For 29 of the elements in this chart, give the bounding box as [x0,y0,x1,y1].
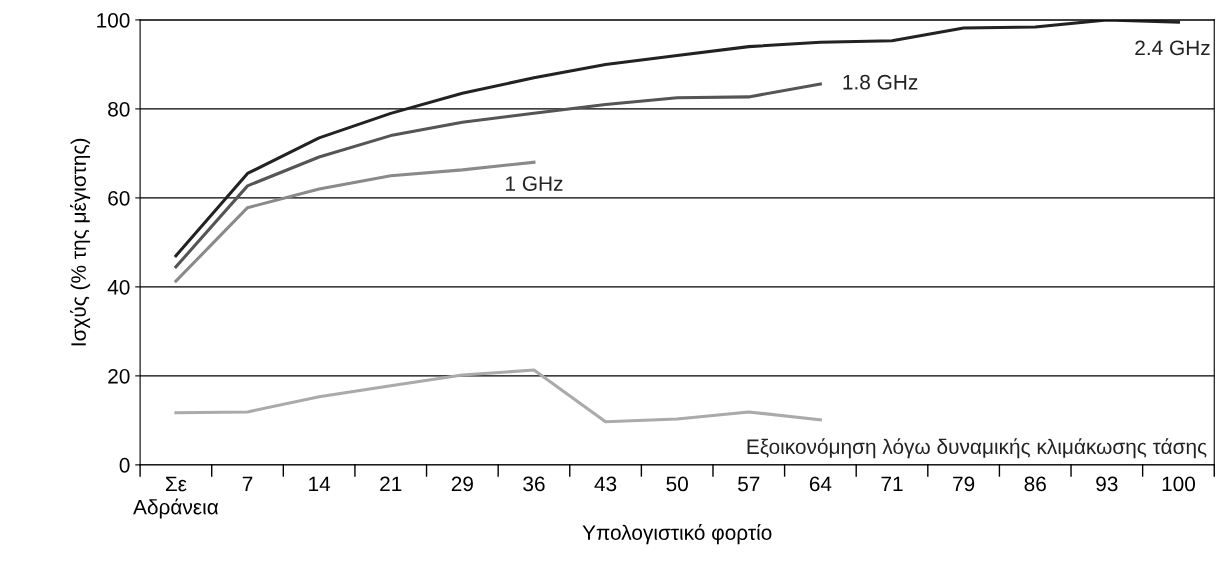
x-tick-label: 100 [1162,476,1196,492]
x-tick-label: 43 [594,476,617,492]
y-tick-label: 100 [97,12,130,28]
x-tick-label: 64 [809,476,832,492]
x-tick-label: Σε Αδράνεια [133,476,219,519]
x-tick-label: 36 [523,476,545,492]
x-tick-label: 14 [309,476,331,492]
x-tick-label: 50 [666,476,688,492]
line-series [174,368,822,424]
y-tick-label: 0 [119,457,130,473]
x-axis-title: Υπολογιστικό φορτίο [582,524,772,545]
x-tick-label: 71 [881,476,903,492]
y-tick-label: 20 [108,368,130,384]
x-tick-label: 57 [738,476,760,492]
x-tick-label: 79 [953,476,975,492]
y-tick-label: 40 [107,279,130,295]
x-tick-label: 86 [1024,476,1046,492]
series-label: 1 GHz [506,176,563,191]
series-label: 1.8 GHz [843,74,918,90]
series-label: 2.4 GHz [1135,40,1210,56]
y-tick-label: 80 [108,101,130,117]
x-tick-label: 7 [242,476,253,492]
y-axis-title: Ισχύς (% της μέγιστης) [70,138,91,346]
x-tick-label: 29 [451,476,473,492]
line-series [174,82,822,269]
x-tick-label: 21 [380,476,402,492]
y-tick-label: 60 [108,190,130,206]
x-tick-label: 93 [1096,476,1118,492]
series-label: Εξοικονόμηση λόγω δυναμικής κλιμάκωσης τάσης [747,438,1207,459]
